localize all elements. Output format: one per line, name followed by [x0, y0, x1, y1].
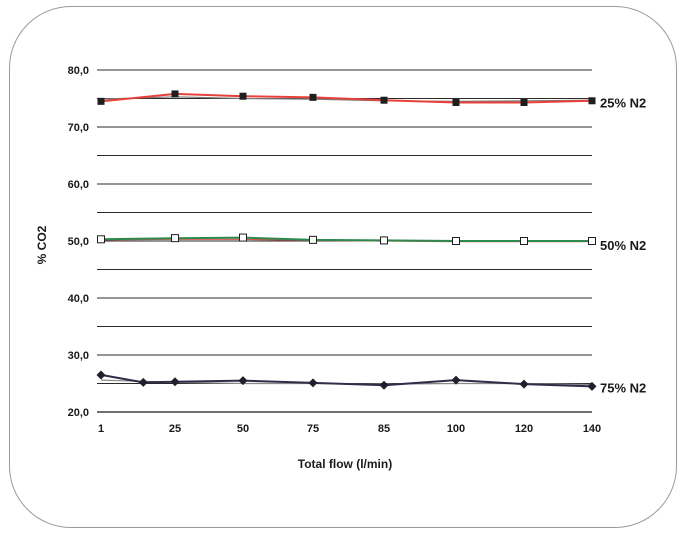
x-tick-label: 25	[169, 423, 181, 435]
data-point	[239, 233, 247, 242]
data-point	[520, 98, 528, 106]
data-point	[309, 93, 317, 101]
y-tick-label: 70,0	[68, 122, 89, 134]
series-line	[100, 236, 592, 242]
data-point	[452, 237, 460, 245]
series-markers	[96, 90, 597, 391]
data-point	[588, 97, 596, 105]
x-tick-label: 100	[447, 423, 465, 435]
data-point	[96, 370, 106, 380]
x-tick-label: 50	[237, 423, 249, 435]
series-line	[100, 92, 593, 104]
series-labels: 25% N2 50% N2 75% N2	[600, 96, 646, 396]
data-point	[239, 92, 247, 100]
data-point	[452, 98, 460, 106]
series-label: 50% N2	[600, 238, 646, 253]
y-tick-label: 50,0	[68, 236, 89, 248]
y-tick-label: 40,0	[68, 293, 89, 305]
data-point	[451, 375, 461, 385]
data-point	[520, 237, 528, 245]
data-point	[588, 237, 596, 245]
data-point	[519, 379, 529, 389]
series-label: 75% N2	[600, 381, 646, 396]
x-tick-label: 1	[98, 423, 104, 435]
series-line	[100, 96, 593, 103]
data-point	[171, 90, 179, 98]
x-tick-labels: 1 25 50 75 85 100 120 140	[98, 423, 601, 435]
data-point	[238, 376, 248, 386]
y-tick-labels: 20,0 30,0 40,0 50,0 60,0 70,0 80,0	[68, 65, 89, 419]
data-point	[171, 234, 179, 243]
y-tick-label: 20,0	[68, 407, 89, 419]
data-point	[97, 97, 105, 105]
data-point	[170, 377, 180, 387]
x-tick-label: 75	[307, 423, 319, 435]
y-tick-label: 30,0	[68, 350, 89, 362]
y-tick-label: 80,0	[68, 65, 89, 77]
x-axis-title: Total flow (l/min)	[298, 457, 392, 471]
chart-frame	[9, 6, 677, 528]
data-point	[380, 236, 388, 245]
data-point	[380, 96, 388, 104]
data-point	[587, 381, 597, 391]
series-label: 25% N2	[600, 96, 646, 111]
x-tick-label: 140	[583, 423, 601, 435]
data-point	[309, 235, 317, 244]
y-axis-title: % CO2	[35, 225, 49, 264]
data-point	[379, 380, 389, 390]
x-tick-label: 120	[515, 423, 533, 435]
y-tick-label: 60,0	[68, 179, 89, 191]
data-point	[308, 378, 318, 388]
data-point	[138, 377, 148, 387]
x-tick-label: 85	[378, 423, 390, 435]
data-point	[97, 235, 105, 244]
